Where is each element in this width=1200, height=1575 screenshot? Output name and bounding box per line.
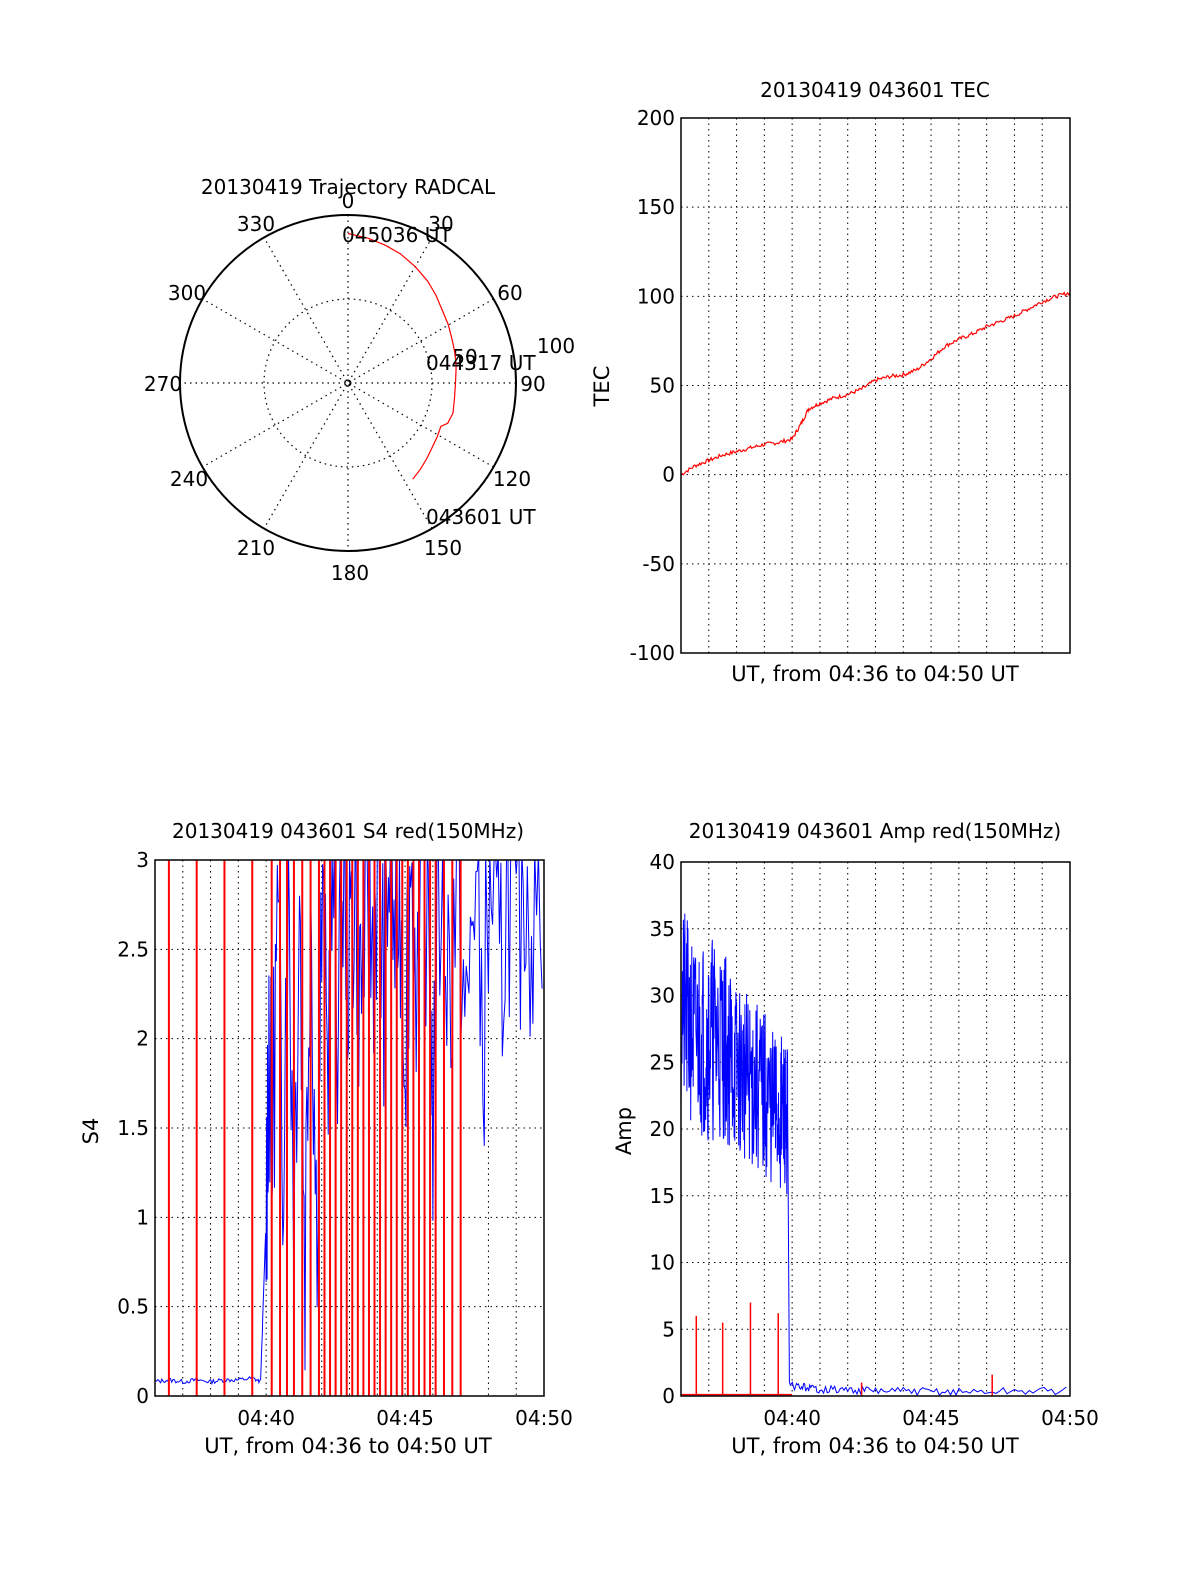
polar-title: 20130419 Trajectory RADCAL xyxy=(201,175,496,199)
polar-radial-label: 50 xyxy=(452,345,477,369)
s4-ylabel: S4 xyxy=(79,1118,103,1145)
y-tick-label: 25 xyxy=(650,1050,675,1074)
polar-radial-labels: 50 100 xyxy=(452,334,575,369)
y-tick-label: 200 xyxy=(637,106,675,130)
polar-angle-label: 240 xyxy=(170,467,208,491)
polar-angle-label: 300 xyxy=(168,281,206,305)
y-tick-label: 20 xyxy=(650,1117,675,1141)
s4-plot: 0 0.5 1 1.5 2 2.5 3 04:40 04:45 04:50 xyxy=(117,848,573,1430)
plot-frame xyxy=(680,117,1071,654)
s4-xlabel: UT, from 04:36 to 04:50 UT xyxy=(204,1434,492,1458)
y-tick-label: 10 xyxy=(650,1251,675,1275)
polar-spoke xyxy=(263,237,433,529)
y-tick-label: 2.5 xyxy=(117,937,149,961)
y-tick-label: 5 xyxy=(662,1317,675,1341)
polar-angle-label: 210 xyxy=(237,536,275,560)
polar-angle-label: 330 xyxy=(237,212,275,236)
amp-panel: 20130419 043601 Amp red(150MHz) 0 5 10 15 20… xyxy=(612,819,1099,1458)
polar-radial-label: 100 xyxy=(537,334,575,358)
y-tick-label: 3 xyxy=(136,848,149,872)
x-tick-label: 04:50 xyxy=(1041,1406,1099,1430)
x-tick-label: 04:40 xyxy=(763,1406,821,1430)
polar-trajectory xyxy=(347,232,457,480)
s4-blue-series xyxy=(155,860,543,1386)
time-label-start: 043601 UT xyxy=(426,505,536,529)
y-tick-label: 0 xyxy=(136,1384,149,1408)
tec-plot: -100 -50 0 50 100 150 200 xyxy=(630,106,1071,665)
plot-frame xyxy=(680,861,1071,1397)
s4-panel: 20130419 043601 S4 red(150MHz) 0 0.5 1 1.5 2… xyxy=(79,819,573,1458)
tec-ylabel: TEC xyxy=(590,366,614,408)
y-tick-label: 0.5 xyxy=(117,1295,149,1319)
tec-panel: 20130419 043601 TEC -100-50050100150200 … xyxy=(590,78,1071,686)
y-tick-label: 1.5 xyxy=(117,1116,149,1140)
polar-angle-label: 150 xyxy=(424,536,462,560)
polar-angle-label: 180 xyxy=(331,561,369,585)
s4-title: 20130419 043601 S4 red(150MHz) xyxy=(172,819,524,843)
tec-xlabel: UT, from 04:36 to 04:50 UT xyxy=(731,662,1019,686)
amp-ylabel: Amp xyxy=(612,1107,636,1155)
x-tick-label: 04:50 xyxy=(515,1406,573,1430)
polar-angle-label: 30 xyxy=(428,212,453,236)
y-tick-label: 30 xyxy=(650,984,675,1008)
y-tick-label: 1 xyxy=(136,1205,149,1229)
tec-title: 20130419 043601 TEC xyxy=(760,78,990,102)
y-tick-label: 0 xyxy=(662,1384,675,1408)
amp-title: 20130419 043601 Amp red(150MHz) xyxy=(689,819,1061,843)
x-tick-label: 04:45 xyxy=(376,1406,434,1430)
polar-spoke xyxy=(202,298,494,468)
polar-angle-label: 60 xyxy=(497,281,522,305)
y-tick-label: 50 xyxy=(650,374,675,398)
amp-blue-series xyxy=(680,913,1067,1397)
y-tick-label: -100 xyxy=(630,641,675,665)
polar-grid xyxy=(179,214,517,552)
x-tick-label: 04:40 xyxy=(237,1406,295,1430)
polar-angle-labels: 0 30 60 90 120 150 180 210 240 270 300 330 xyxy=(144,189,546,585)
trajectory-line xyxy=(347,232,457,480)
polar-spoke xyxy=(263,237,433,529)
y-tick-label: 40 xyxy=(650,850,675,874)
time-label-mid: 044317 UT xyxy=(426,351,536,375)
y-tick-label: 2 xyxy=(136,1027,149,1051)
x-tick-label: 04:45 xyxy=(902,1406,960,1430)
y-tick-label: 35 xyxy=(650,917,675,941)
plot-frame xyxy=(154,859,545,1397)
s4-series-group xyxy=(155,860,543,1396)
polar-angle-label: 270 xyxy=(144,372,182,396)
amp-plot: 0 5 10 15 20 25 30 35 40 04:40 04:45 04:50 xyxy=(650,850,1099,1430)
time-label-end: 045036 UT xyxy=(342,223,452,247)
polar-angle-label: 0 xyxy=(342,189,355,213)
polar-spoke xyxy=(202,298,494,468)
y-tick-label: 0 xyxy=(662,463,675,487)
polar-angle-label: 120 xyxy=(493,467,531,491)
polar-panel: 20130419 Trajectory RADCAL 0 30 60 90 120 150… xyxy=(144,175,575,585)
y-tick-label: 100 xyxy=(637,284,675,308)
y-tick-label: -50 xyxy=(642,552,675,576)
y-tick-label: 15 xyxy=(650,1184,675,1208)
y-tick-label: 150 xyxy=(637,195,675,219)
amp-xlabel: UT, from 04:36 to 04:50 UT xyxy=(731,1434,1019,1458)
tec-series-line xyxy=(680,291,1071,476)
polar-angle-label: 90 xyxy=(520,372,545,396)
